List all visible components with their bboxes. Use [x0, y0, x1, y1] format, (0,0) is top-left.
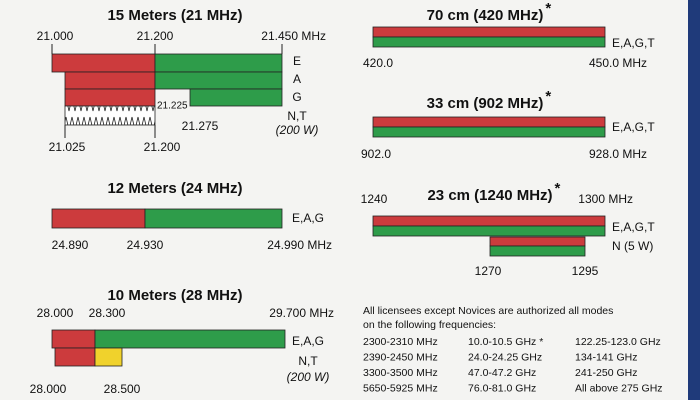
table-cell: 76.0-81.0 GHz	[468, 382, 536, 394]
table-cell: 47.0-47.2 GHz	[468, 367, 536, 379]
freq-label: 29.700 MHz	[269, 306, 334, 320]
freq-label: 902.0	[361, 147, 391, 161]
table-cell: 2390-2450 MHz	[363, 351, 438, 363]
freq-label: 1240	[361, 192, 388, 206]
freq-label: 24.990 MHz	[267, 238, 332, 252]
table-cell: 24.0-24.25 GHz	[468, 351, 542, 363]
asterisk: *	[555, 180, 561, 197]
band-title: 12 Meters (24 MHz)	[107, 180, 242, 197]
table-cell: 122.25-123.0 GHz	[575, 336, 661, 348]
band-10m-bars	[51, 329, 286, 367]
freq-label: 1300 MHz	[578, 192, 633, 206]
table-cell: 10.0-10.5 GHz *	[468, 336, 543, 348]
mode-label: E,A,G	[292, 334, 324, 348]
table-cell: 134-141 GHz	[575, 351, 637, 363]
freq-label: 28.000	[37, 306, 74, 320]
mode-label: E	[293, 54, 301, 68]
asterisk: *	[545, 88, 551, 105]
table-cell: All above 275 GHz	[575, 382, 663, 394]
freq-label: 28.500	[104, 382, 141, 396]
table-cell: 2300-2310 MHz	[363, 336, 438, 348]
freq-label: 24.890	[52, 238, 89, 252]
freq-label: 28.000	[30, 382, 67, 396]
freq-label: 420.0	[363, 56, 393, 70]
freq-label: 28.300	[89, 306, 126, 320]
mode-label: E,A,G,T	[612, 120, 655, 134]
table-cell: 5650-5925 MHz	[363, 382, 438, 394]
band-12m-bars	[51, 208, 283, 229]
mode-label: G	[292, 90, 301, 104]
freq-label: 24.930	[127, 238, 164, 252]
band-70cm-bars	[372, 26, 606, 48]
mode-label: N (5 W)	[612, 239, 653, 253]
freq-label: 21.025	[49, 140, 86, 154]
table-cell: 3300-3500 MHz	[363, 367, 438, 379]
mode-label: A	[293, 72, 301, 86]
table-cell: 241-250 GHz	[575, 367, 637, 379]
band-title: 70 cm (420 MHz)	[427, 7, 544, 24]
freq-label: 21.200	[137, 29, 174, 43]
mode-label: E,A,G	[292, 211, 324, 225]
band-33cm-bars	[372, 116, 606, 138]
freq-label: 21.225	[157, 101, 188, 112]
note-text: on the following frequencies:	[363, 319, 496, 331]
band-title: 10 Meters (28 MHz)	[107, 287, 242, 304]
power-label: (200 W)	[287, 370, 330, 384]
freq-label: 21.450 MHz	[261, 29, 326, 43]
note-text: All licensees except Novices are authori…	[363, 305, 613, 317]
power-label: (200 W)	[276, 123, 319, 137]
mode-label: N,T	[298, 354, 318, 368]
mode-label: E,A,G,T	[612, 220, 655, 234]
mode-label: E,A,G,T	[612, 36, 655, 50]
mode-label: N,T	[287, 109, 307, 123]
band-title: 15 Meters (21 MHz)	[107, 7, 242, 24]
band-title: 23 cm (1240 MHz)	[427, 187, 552, 204]
band-23cm-bars	[372, 215, 606, 257]
freq-label: 1295	[572, 264, 599, 278]
band-title: 33 cm (902 MHz)	[427, 95, 544, 112]
freq-label: 450.0 MHz	[589, 56, 647, 70]
freq-label: 21.275	[182, 119, 219, 133]
side-strip	[688, 0, 700, 400]
asterisk: *	[545, 0, 551, 17]
freq-label: 1270	[475, 264, 502, 278]
freq-label: 21.000	[37, 29, 74, 43]
freq-label: 928.0 MHz	[589, 147, 647, 161]
band-15m-bars	[51, 44, 283, 138]
freq-label: 21.200	[144, 140, 181, 154]
